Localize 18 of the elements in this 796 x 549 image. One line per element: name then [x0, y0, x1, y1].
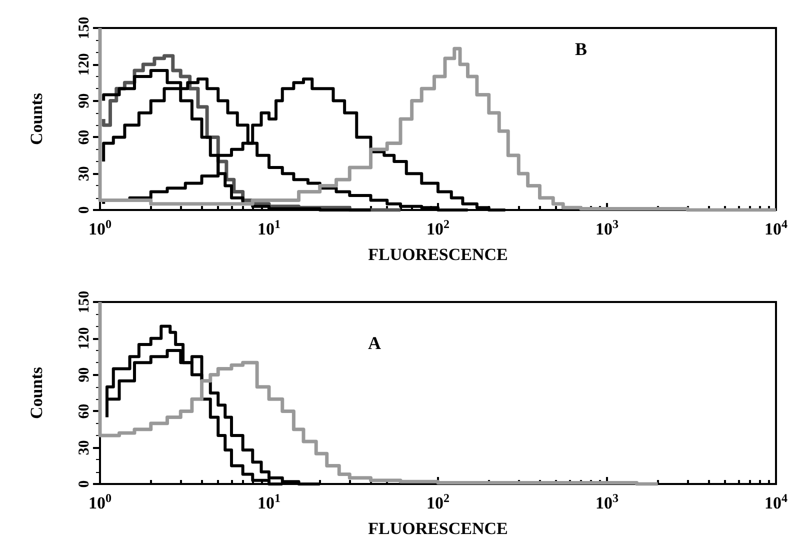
y-tick-label: 0 — [76, 480, 92, 488]
y-tick-label: 120 — [76, 53, 92, 76]
annotation: B — [575, 39, 588, 59]
y-tick-label: 30 — [76, 166, 92, 182]
y-axis-title: Counts — [27, 92, 46, 145]
y-tick-label: 60 — [76, 404, 92, 419]
y-tick-label: 0 — [76, 206, 92, 214]
y-tick-label: 30 — [76, 440, 92, 456]
y-tick-label: 90 — [76, 93, 92, 108]
y-tick-label: 150 — [76, 290, 92, 314]
x-axis-title: FLUORESCENCE — [368, 519, 508, 538]
y-tick-label: 120 — [76, 327, 92, 350]
y-tick-label: 90 — [76, 367, 92, 382]
y-tick-label: 60 — [76, 130, 92, 145]
y-tick-label: 150 — [76, 16, 92, 40]
annotation: A — [368, 333, 381, 353]
x-axis-title: FLUORESCENCE — [368, 245, 508, 264]
y-axis-title: Counts — [27, 366, 46, 419]
